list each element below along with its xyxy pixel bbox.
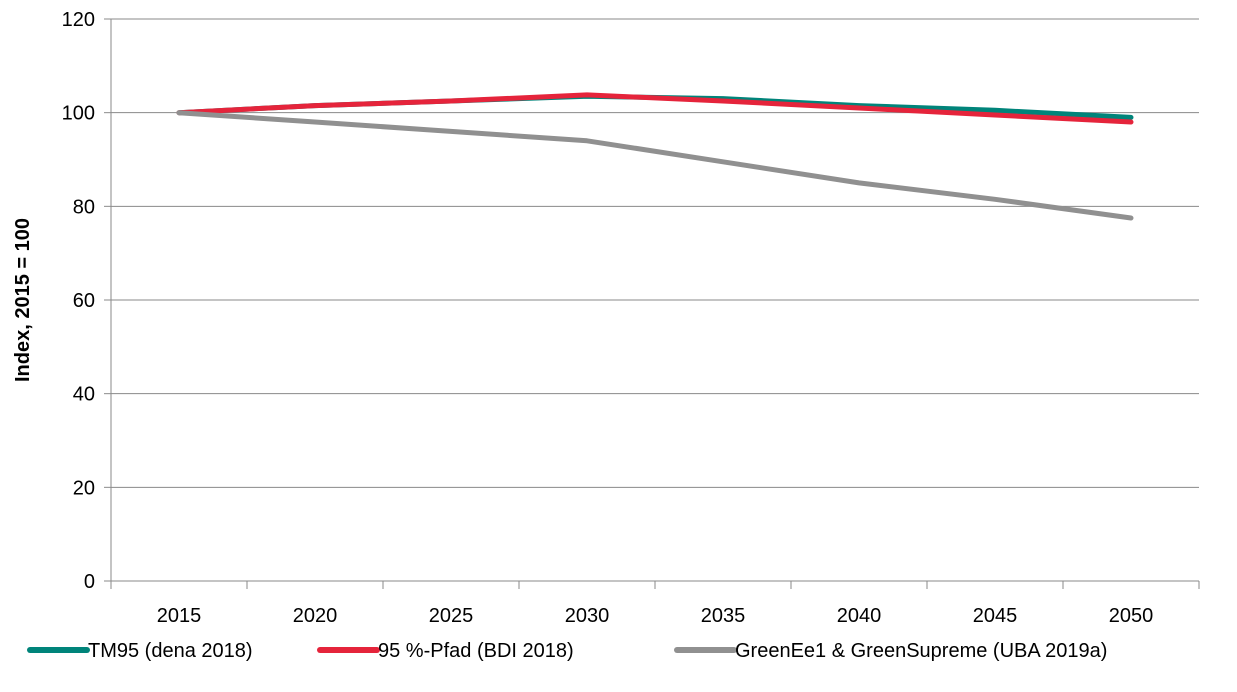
x-tick-label: 2035 [701,605,746,627]
x-tick-labels: 2015 2020 2025 2030 2035 2040 2045 2050 [157,605,1154,627]
legend-label-3: GreenEe1 & GreenSupreme (UBA 2019a) [735,640,1107,662]
x-tick-label: 2025 [429,605,474,627]
y-axis-title: Index, 2015 = 100 [12,218,34,382]
legend: TM95 (dena 2018) 95 %-Pfad (BDI 2018) Gree… [27,640,1107,662]
legend-label-2: 95 %-Pfad (BDI 2018) [378,640,574,662]
y-tick-label: 100 [62,103,95,125]
y-tick-labels: 0 20 40 60 80 100 120 [62,9,95,593]
y-tick-label: 120 [62,9,95,31]
x-tick-label: 2050 [1109,605,1154,627]
y-tick-label: 60 [73,290,95,312]
y-tick-label: 80 [73,196,95,218]
series-lines [176,92,1134,221]
x-tick-label: 2040 [837,605,882,627]
series-line-3 [176,110,1134,221]
x-tick-label: 2020 [293,605,338,627]
x-tick-label: 2045 [973,605,1018,627]
y-tick-label: 40 [73,384,95,406]
legend-label-1: TM95 (dena 2018) [88,640,253,662]
x-tick-label: 2015 [157,605,202,627]
y-tick-label: 0 [84,571,95,593]
axes [110,19,1199,582]
x-tick-label: 2030 [565,605,610,627]
gridlines [104,18,1200,589]
y-tick-label: 20 [73,477,95,499]
series-line-2 [176,92,1134,125]
